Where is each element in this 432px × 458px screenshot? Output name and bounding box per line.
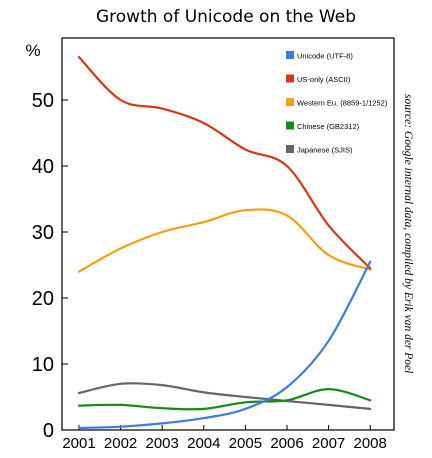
series-line-unicode-utf-8: [77, 260, 372, 430]
x-tick-label: 2005: [229, 435, 262, 452]
legend-label-japanese-sjis: Japanese (SJIS): [297, 146, 353, 155]
legend-label-us-only-ascii: US-only (ASCII): [297, 75, 351, 84]
x-tick-label: 2001: [62, 435, 95, 452]
series-lines: [77, 56, 372, 430]
series-line-us-only-ascii: [77, 56, 372, 270]
x-tick-label: 2002: [104, 435, 137, 452]
source-note: source: Google internal data, compiled b…: [402, 94, 414, 373]
x-tick-label: 2003: [146, 435, 179, 452]
x-tick-label: 2006: [270, 435, 303, 452]
y-axis: 0 10 20 30 40 50: [32, 90, 68, 442]
y-tick-label: 0: [43, 420, 54, 442]
y-tick-label: 10: [32, 354, 54, 376]
legend-swatch-us-only-ascii: [286, 74, 294, 83]
series-line-japanese-sjis: [77, 382, 372, 410]
legend-swatch-japanese-sjis: [286, 145, 294, 153]
x-axis: 2001 2002 2003 2004 2005 2006 2007 2008: [62, 425, 387, 452]
y-tick-label: 30: [32, 222, 54, 244]
legend-swatch-unicode-utf-8: [286, 51, 294, 59]
legend: Unicode (UTF-8) US-only (ASCII) Western Eu…: [286, 51, 388, 155]
legend-label-western-eu-8859-1-1252: Western Eu. (8859-1/1252): [297, 99, 388, 108]
y-tick-label: 50: [32, 90, 54, 112]
chart-title: Growth of Unicode on the Web: [96, 7, 356, 27]
series-line-western-eu-8859-1-1252: [77, 208, 372, 273]
x-tick-label: 2007: [312, 435, 345, 452]
y-tick-label: 20: [32, 288, 54, 310]
x-tick-label: 2004: [187, 435, 220, 452]
legend-swatch-chinese-gb2312: [286, 121, 294, 130]
y-axis-unit: %: [25, 41, 40, 60]
legend-label-chinese-gb2312: Chinese (GB2312): [297, 122, 360, 131]
series-line-chinese-gb2312: [77, 388, 372, 411]
legend-swatch-western-eu-8859-1-1252: [286, 98, 294, 106]
plot-frame: [61, 37, 395, 431]
y-tick-label: 40: [32, 156, 54, 178]
legend-label-unicode-utf-8: Unicode (UTF-8): [297, 52, 353, 61]
x-tick-label: 2008: [354, 435, 387, 452]
